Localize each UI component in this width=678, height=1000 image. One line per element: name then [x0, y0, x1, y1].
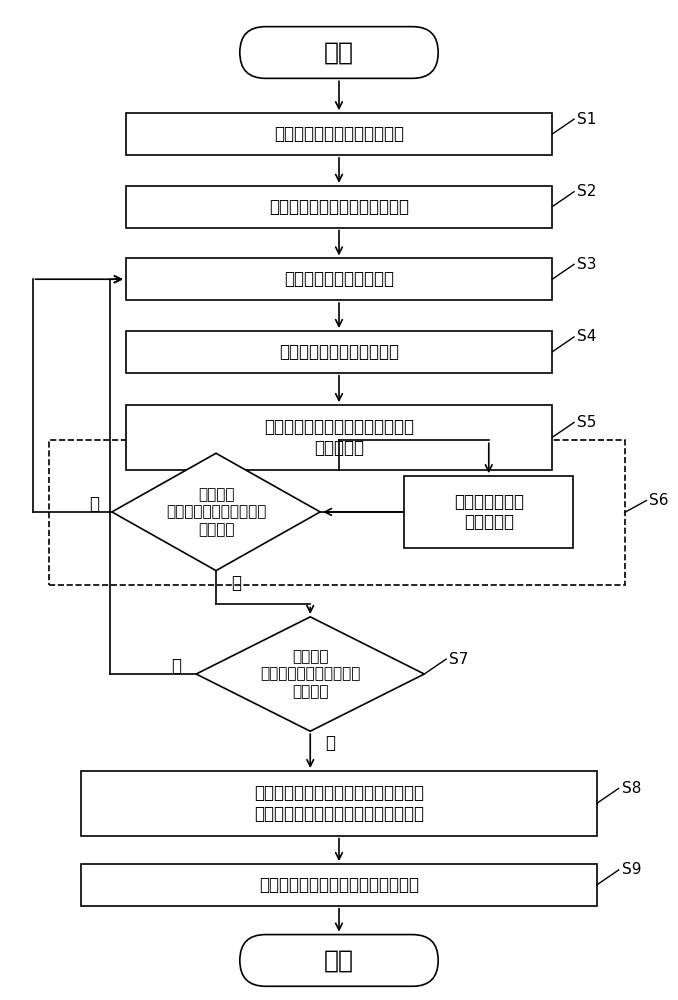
- Text: 建立锂电池电化学产热模型: 建立锂电池电化学产热模型: [279, 343, 399, 361]
- Bar: [125, 186, 553, 228]
- Polygon shape: [112, 453, 320, 571]
- Text: 电压最大
误差是否小于预设的电压
误差阈值: 电压最大 误差是否小于预设的电压 误差阈值: [260, 649, 361, 699]
- Text: 是: 是: [325, 734, 335, 752]
- Text: 否: 否: [89, 495, 99, 513]
- Text: 开始: 开始: [324, 40, 354, 64]
- Bar: [49, 440, 624, 585]
- Text: S9: S9: [622, 862, 641, 877]
- Text: S7: S7: [449, 652, 468, 667]
- Text: 得到锂电池仿真时域电压和仿真时
域温度数据: 得到锂电池仿真时域电压和仿真时 域温度数据: [264, 418, 414, 457]
- Bar: [81, 771, 597, 836]
- FancyBboxPatch shape: [240, 935, 438, 986]
- Bar: [125, 405, 553, 470]
- Text: 对锂电池样本进行多重脉冲试验: 对锂电池样本进行多重脉冲试验: [269, 198, 409, 216]
- Text: 对锂电池样本进行充放电试验: 对锂电池样本进行充放电试验: [274, 125, 404, 143]
- Bar: [125, 331, 553, 373]
- Bar: [405, 476, 573, 548]
- Text: S2: S2: [577, 184, 597, 199]
- Text: 是: 是: [231, 574, 241, 592]
- Bar: [125, 258, 553, 300]
- Text: S3: S3: [577, 257, 597, 272]
- FancyBboxPatch shape: [240, 27, 438, 78]
- Text: 预测真实环境中锂离子电池的热行为: 预测真实环境中锂离子电池的热行为: [259, 876, 419, 894]
- Text: 温度最大
误差是否小于预设的温度
误差阈值: 温度最大 误差是否小于预设的温度 误差阈值: [166, 487, 266, 537]
- Bar: [125, 113, 553, 155]
- Bar: [81, 864, 597, 906]
- Text: S8: S8: [622, 781, 641, 796]
- Text: 建立锂电池分层结构模型: 建立锂电池分层结构模型: [284, 270, 394, 288]
- Text: 结束: 结束: [324, 948, 354, 972]
- Text: S5: S5: [577, 415, 597, 430]
- Text: S6: S6: [650, 493, 669, 508]
- Text: S1: S1: [577, 112, 597, 127]
- Text: 得到不同高温阶段，锂电池逐步损毁时
的表面温度分布特性以及电压变化曲线: 得到不同高温阶段，锂电池逐步损毁时 的表面温度分布特性以及电压变化曲线: [254, 784, 424, 823]
- Polygon shape: [196, 617, 424, 731]
- Text: 验证锂电池电化
学产热模型: 验证锂电池电化 学产热模型: [454, 493, 524, 531]
- Text: S4: S4: [577, 329, 597, 344]
- Text: 否: 否: [172, 657, 181, 675]
